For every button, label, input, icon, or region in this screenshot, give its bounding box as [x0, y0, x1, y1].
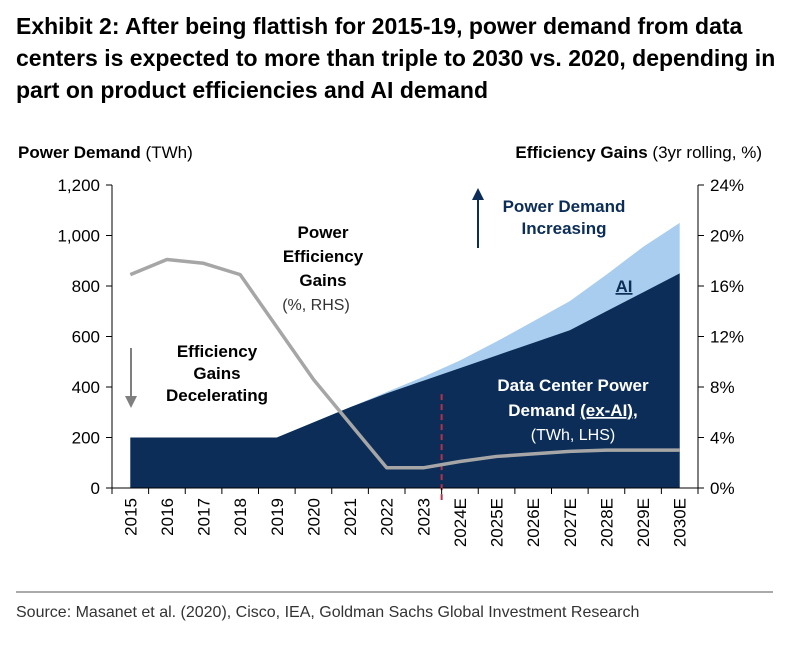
- eff-label-line2: Efficiency: [283, 247, 364, 266]
- dc-label-exai: (ex-AI): [580, 401, 633, 420]
- data-center-annotation: Data Center Power Demand (ex-AI), (TWh, …: [497, 376, 649, 444]
- eff-label-sub: (%, RHS): [282, 297, 350, 314]
- left-axis-title-unit: (TWh): [146, 143, 193, 162]
- chart-title: Exhibit 2: After being flattish for 2015…: [16, 13, 776, 103]
- x-tick-label: 2017: [195, 498, 214, 536]
- dc-label-line3: (TWh, LHS): [531, 427, 615, 444]
- x-tick-label: 2030E: [671, 498, 690, 547]
- increasing-line2: Increasing: [521, 219, 606, 238]
- up-arrow-icon: [472, 188, 484, 200]
- right-tick-label: 4%: [710, 429, 735, 448]
- dc-label-prefix: Demand: [508, 401, 580, 420]
- decel-line2: Gains: [193, 364, 240, 383]
- efficiency-gains-line: [129, 257, 680, 470]
- left-axis-title-bold: Power Demand: [18, 143, 141, 162]
- right-axis-title-unit: (3yr rolling, %): [652, 143, 762, 162]
- right-axis-title: Efficiency Gains (3yr rolling, %): [515, 143, 762, 162]
- decel-line1: Efficiency: [177, 342, 258, 361]
- right-tick-label: 12%: [710, 328, 744, 347]
- right-axis-title-bold: Efficiency Gains: [515, 143, 647, 162]
- x-tick-label: 2027E: [561, 498, 580, 547]
- right-axis-ticks: 0% 4% 8% 12% 16% 20% 24%: [698, 176, 744, 498]
- right-tick-label: 0%: [710, 479, 735, 498]
- decel-line3: Decelerating: [166, 386, 268, 405]
- right-tick-label: 24%: [710, 176, 744, 195]
- x-tick-label: 2028E: [597, 498, 616, 547]
- dc-label-line2: Demand (ex-AI),: [508, 401, 637, 420]
- right-tick-label: 20%: [710, 227, 744, 246]
- down-arrow-icon: [125, 396, 137, 408]
- increasing-annotation: Power Demand Increasing: [472, 188, 625, 248]
- x-axis-ticks: 2015 2016 2017 2018 2019 2020 2021 2022 2023 2024…: [111, 488, 699, 547]
- x-tick-label: 2024E: [451, 498, 470, 547]
- increasing-line1: Power Demand: [503, 197, 626, 216]
- x-tick-label: 2020: [304, 498, 323, 536]
- x-tick-label: 2029E: [634, 498, 653, 547]
- left-tick-label: 600: [72, 328, 100, 347]
- x-tick-label: 2023: [414, 498, 433, 536]
- left-tick-label: 200: [72, 429, 100, 448]
- x-tick-label: 2021: [341, 498, 360, 536]
- x-tick-label: 2016: [158, 498, 177, 536]
- left-axis-ticks: 0 200 400 600 800 1,000 1,200: [57, 176, 112, 498]
- efficiency-line-layer: [129, 257, 680, 470]
- x-tick-label: 2019: [268, 498, 287, 536]
- x-tick-label: 2022: [378, 498, 397, 536]
- data-center-area: [130, 273, 680, 488]
- dc-label-line1: Data Center Power: [497, 376, 649, 395]
- x-tick-label: 2018: [231, 498, 250, 536]
- x-tick-label: 2015: [121, 498, 140, 536]
- left-axis-title: Power Demand (TWh): [18, 143, 193, 162]
- left-tick-label: 0: [91, 479, 100, 498]
- left-tick-label: 800: [72, 277, 100, 296]
- x-tick-label: 2025E: [488, 498, 507, 547]
- right-tick-label: 8%: [710, 378, 735, 397]
- ai-series-label: AI: [616, 277, 633, 296]
- efficiency-line-annotation: Power Efficiency Gains (%, RHS): [282, 223, 363, 314]
- eff-label-line1: Power: [297, 223, 348, 242]
- right-tick-label: 16%: [710, 277, 744, 296]
- x-tick-label: 2026E: [524, 498, 543, 547]
- left-tick-label: 1,000: [57, 227, 100, 246]
- dc-label-suffix: ,: [633, 401, 638, 420]
- source-note: Source: Masanet et al. (2020), Cisco, IE…: [16, 604, 640, 621]
- areas-layer: [130, 222, 680, 488]
- decelerating-annotation: Efficiency Gains Decelerating: [125, 342, 268, 408]
- left-tick-label: 400: [72, 378, 100, 397]
- eff-label-line3: Gains: [299, 271, 346, 290]
- left-tick-label: 1,200: [57, 176, 100, 195]
